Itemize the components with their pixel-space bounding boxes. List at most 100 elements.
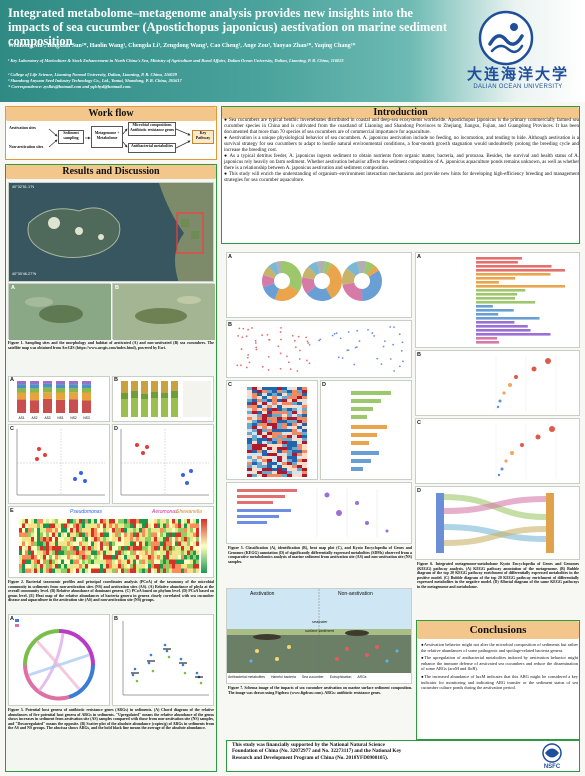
heatmap-cell <box>97 564 100 569</box>
heatmap-cell <box>46 541 49 546</box>
heatmap-cell <box>287 390 292 393</box>
fig6a-kegg-annotation <box>415 252 580 348</box>
heatmap-cell <box>148 555 151 560</box>
heatmap-cell <box>139 519 142 524</box>
heatmap-cell <box>55 532 58 537</box>
heatmap-cell <box>151 550 154 555</box>
fig1-panel-b: B <box>115 285 119 291</box>
heatmap-cell <box>19 559 22 564</box>
heatmap-cell <box>196 555 199 560</box>
phylum-bar-tick-label: NS3 <box>83 416 89 420</box>
heatmap-cell <box>67 568 70 573</box>
heatmap-cell <box>82 537 85 542</box>
heatmap-cell <box>302 426 307 429</box>
heatmap-cell <box>181 537 184 542</box>
heatmap-cell <box>157 532 160 537</box>
heatmap-cell <box>196 564 199 569</box>
heatmap-cell <box>76 532 79 537</box>
heatmap-cell <box>49 537 52 542</box>
heatmap-cell <box>187 519 190 524</box>
heatmap-cell <box>190 537 193 542</box>
heatmap-cell <box>154 564 157 569</box>
heatmap-cell <box>103 532 106 537</box>
heatmap-cell <box>297 444 302 447</box>
phylum-bar-tick-label: NS2 <box>70 416 76 420</box>
heatmap-cell <box>106 550 109 555</box>
heatmap-cell <box>178 555 181 560</box>
heatmap-cell <box>154 523 157 528</box>
heatmap-cell <box>127 528 130 533</box>
heatmap-cell <box>178 546 181 551</box>
metabolite-point <box>308 343 311 346</box>
heatmap-cell <box>91 523 94 528</box>
heatmap-cell <box>282 420 287 423</box>
metabolite-point <box>239 364 242 367</box>
metabolite-point <box>358 340 361 343</box>
heatmap-cell <box>31 523 34 528</box>
heatmap-cell <box>262 399 267 402</box>
heatmap-cell <box>252 456 257 459</box>
heatmap-cell <box>262 387 267 390</box>
phylum-bar-tick-label: AS1 <box>18 416 24 420</box>
heatmap-cell <box>262 435 267 438</box>
heatmap-cell <box>79 528 82 533</box>
heatmap-cell <box>277 390 282 393</box>
heatmap-cell <box>100 550 103 555</box>
heatmap-cell <box>19 546 22 551</box>
heatmap-cell <box>178 537 181 542</box>
heatmap-cell <box>121 550 124 555</box>
heatmap-cell <box>282 456 287 459</box>
fig7-label-aestivation: Aestivation <box>250 591 275 597</box>
heatmap-cell <box>97 523 100 528</box>
heatmap-cell <box>187 541 190 546</box>
heatmap-cell <box>94 546 97 551</box>
heatmap-cell <box>190 555 193 560</box>
heatmap-cell <box>267 450 272 453</box>
heatmap-cell <box>302 447 307 450</box>
heatmap-cell <box>139 523 142 528</box>
metabolite-point <box>296 370 299 372</box>
heatmap-cell <box>127 559 130 564</box>
heatmap-cell <box>43 523 46 528</box>
heatmap-cell <box>257 429 262 432</box>
heatmap-cell <box>112 523 115 528</box>
heatmap-cell <box>67 528 70 533</box>
kegg-annotation-bar <box>476 309 514 312</box>
heatmap-cell <box>130 519 133 524</box>
heatmap-cell <box>103 550 106 555</box>
heatmap-cell <box>172 528 175 533</box>
heatmap-cell <box>100 532 103 537</box>
heatmap-cell <box>160 519 163 524</box>
heatmap-cell <box>267 417 272 420</box>
heatmap-cell <box>302 435 307 438</box>
heatmap-cell <box>154 559 157 564</box>
heatmap-cell <box>257 444 262 447</box>
kegg-annotation-bar <box>476 301 536 304</box>
kegg-annotation-bar <box>476 297 516 300</box>
heatmap-cell <box>97 568 100 573</box>
heatmap-cell <box>127 550 130 555</box>
heatmap-cell <box>55 559 58 564</box>
fig5d-bars <box>351 391 391 471</box>
heatmap-cell <box>76 523 79 528</box>
heatmap-cell <box>76 528 79 533</box>
heatmap-cell <box>272 408 277 411</box>
heatmap-cell <box>163 546 166 551</box>
conclusion-1: ●Aestivation behavior might not alter th… <box>421 642 578 653</box>
heatmap-cell <box>272 393 277 396</box>
heatmap-cell <box>106 528 109 533</box>
heatmap-cell <box>292 423 297 426</box>
fig2c-scatter <box>16 429 105 496</box>
heatmap-cell <box>118 555 121 560</box>
metabolite-point <box>308 362 311 365</box>
heatmap-cell <box>64 559 67 564</box>
metabolite-point <box>380 363 383 366</box>
heatmap-cell <box>19 537 22 542</box>
heatmap-cell <box>40 523 43 528</box>
heatmap-cell <box>19 541 22 546</box>
fig7-legend-item-2: Harmful bacteria <box>270 675 296 679</box>
heatmap-cell <box>49 523 52 528</box>
workflow-microbial-box: Microbial compositions Antibiotic resist… <box>128 122 176 136</box>
kegg-annotation-bar <box>476 341 500 344</box>
heatmap-cell <box>70 532 73 537</box>
